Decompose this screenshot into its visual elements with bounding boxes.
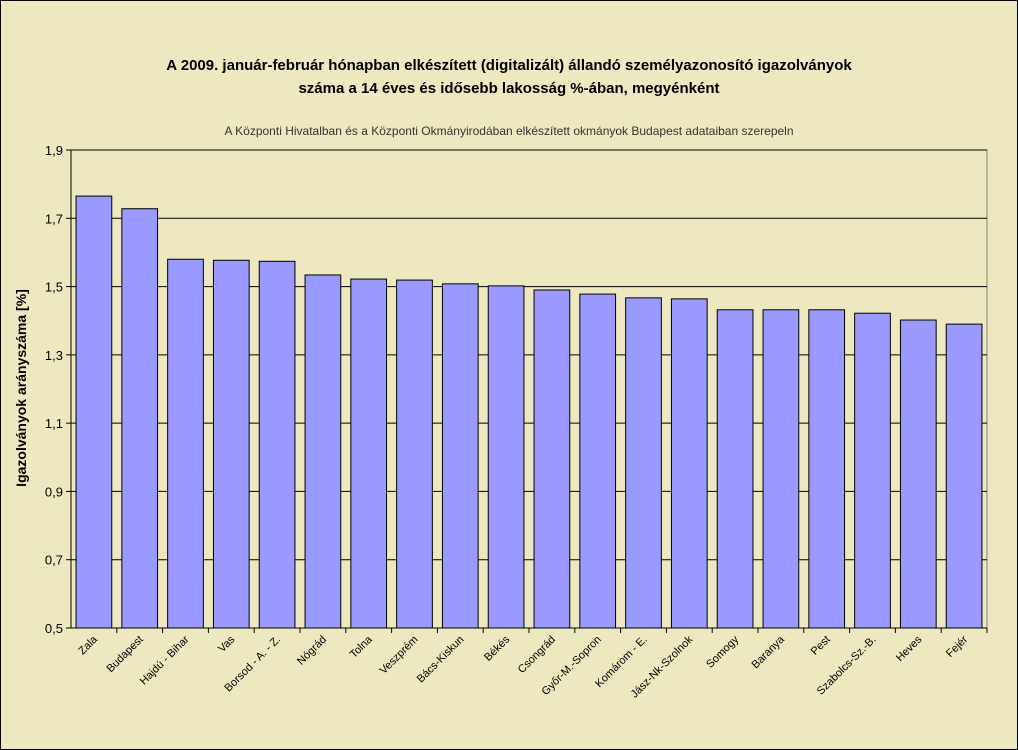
bar [487,285,525,629]
x-tick-label: Budapest [104,634,145,675]
bar [396,279,433,629]
bar [808,309,846,629]
bar [167,258,204,629]
y-tick-label: 1,3 [45,348,63,363]
bar [121,208,159,629]
bar [350,278,388,629]
bar [533,289,571,629]
x-tick-label: Heves [894,633,925,664]
x-tick-label: Csongrád [516,634,558,676]
x-tick-label: Zala [76,633,100,657]
chart-title-line2: száma a 14 éves és idősebb lakosság %-áb… [298,80,720,97]
x-tick-label: Hajdú - Bihar [138,633,192,687]
chart-title-line1: A 2009. január-február hónapban elkészít… [166,57,852,74]
y-tick-label: 1,7 [45,211,63,226]
bar [304,274,342,629]
bar [899,319,937,629]
bar [716,309,754,629]
x-tick-label: Somogy [704,633,741,670]
bar [75,195,113,629]
x-tick-label: Nógrád [295,634,329,668]
y-tick-label: 0,9 [45,484,63,499]
y-tick-label: 0,7 [45,553,63,568]
x-tick-label: Tolna [348,633,376,661]
bar [441,283,479,629]
x-tick-label: Bács-Kiskun [415,634,467,686]
bar [625,297,662,629]
x-tick-label: Baranya [750,633,788,671]
bar [670,298,708,629]
y-tick-label: 1,5 [45,280,63,295]
x-tick-label: Veszprém [378,634,421,677]
x-tick-label: Békés [482,633,512,663]
x-tick-label: Fejér [944,633,970,659]
bar [579,293,617,629]
bar [258,260,296,629]
bar [212,259,250,629]
bar [854,312,891,629]
x-tick-label: Pest [809,634,833,658]
y-tick-label: 0,5 [45,621,63,636]
x-tick-label: Vas [216,633,238,655]
y-tick-label: 1,1 [45,416,63,431]
y-tick-label: 1,9 [45,143,63,158]
bar [945,323,983,629]
plot-background [70,149,988,629]
bar [762,309,800,629]
chart-subtitle: A Központi Hivatalban és a Központi Okmá… [224,124,794,138]
